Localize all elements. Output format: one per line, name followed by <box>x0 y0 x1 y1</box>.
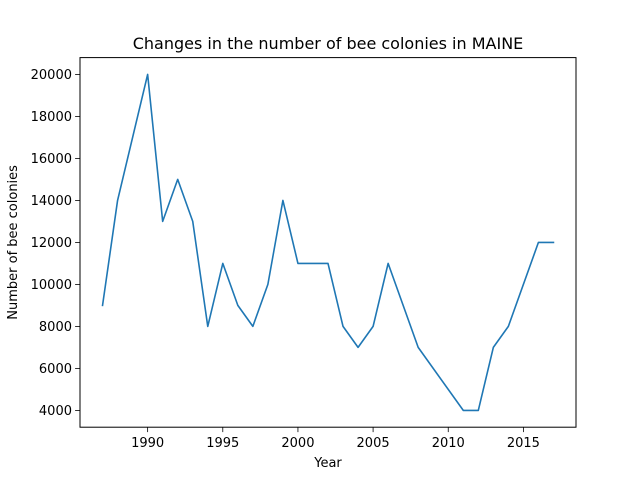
series-layer <box>101 73 555 412</box>
y-tick-label: 12000 <box>31 236 72 251</box>
plot-frame <box>79 57 577 428</box>
x-axis-ticks: 1990 1995 2000 2005 2010 2015 <box>131 427 540 451</box>
y-tick-label: 20000 <box>31 68 72 83</box>
y-tick-label: 6000 <box>39 362 72 377</box>
y-tick-label: 14000 <box>31 194 72 209</box>
x-axis-label: Year <box>313 456 342 471</box>
y-axis-label: Number of bee colonies <box>6 165 21 320</box>
y-tick-label: 4000 <box>39 404 72 419</box>
series-line <box>101 73 555 412</box>
y-tick-label: 16000 <box>31 152 72 167</box>
y-tick-label: 18000 <box>31 110 72 125</box>
x-tick-label: 2005 <box>357 436 390 451</box>
x-tick-label: 1995 <box>206 436 239 451</box>
x-tick-label: 2000 <box>281 436 314 451</box>
y-tick-label: 8000 <box>39 320 72 335</box>
chart-title: Changes in the number of bee colonies in… <box>133 34 524 53</box>
y-tick-label: 10000 <box>31 278 72 293</box>
x-tick-label: 1990 <box>131 436 164 451</box>
y-axis-ticks: 4000 6000 8000 10000 12000 14000 16000 18000 200… <box>31 68 80 419</box>
x-tick-label: 2010 <box>432 436 465 451</box>
x-tick-label: 2015 <box>507 436 540 451</box>
